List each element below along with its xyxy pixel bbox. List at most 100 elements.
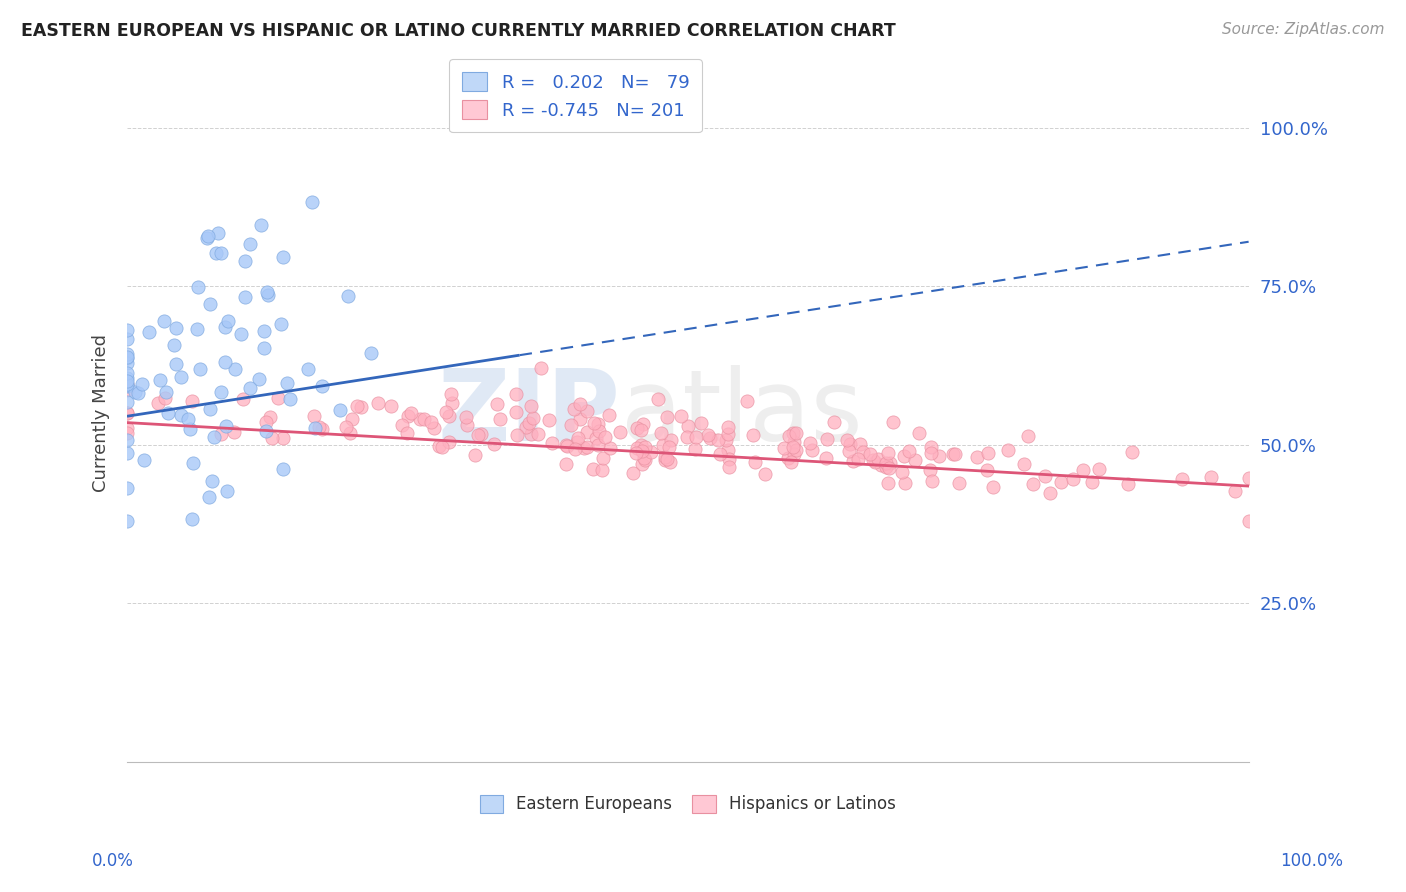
Point xyxy=(470,426,492,441)
Text: EASTERN EUROPEAN VS HISPANIC OR LATINO CURRENTLY MARRIED CORRELATION CHART: EASTERN EUROPEAN VS HISPANIC OR LATINO C… xyxy=(21,22,896,40)
Point xyxy=(434,405,457,419)
Point xyxy=(224,361,246,376)
Point xyxy=(115,332,138,346)
Point xyxy=(149,373,172,387)
Point xyxy=(997,443,1019,458)
Point xyxy=(207,226,229,240)
Point xyxy=(273,462,295,476)
Point xyxy=(876,476,898,491)
Point xyxy=(555,439,578,453)
Point xyxy=(464,449,486,463)
Point xyxy=(198,402,221,417)
Text: atlas: atlas xyxy=(620,365,862,461)
Point xyxy=(127,386,149,401)
Point xyxy=(626,445,648,459)
Point xyxy=(115,350,138,364)
Point xyxy=(467,428,489,442)
Point xyxy=(907,426,929,441)
Point xyxy=(778,451,800,466)
Point xyxy=(278,392,301,407)
Point xyxy=(868,451,890,466)
Point xyxy=(148,395,170,409)
Point xyxy=(537,413,560,427)
Point xyxy=(716,443,738,458)
Point xyxy=(198,490,221,504)
Point xyxy=(437,434,460,449)
Point xyxy=(815,432,838,446)
Point xyxy=(678,419,700,434)
Point xyxy=(877,460,900,475)
Point xyxy=(591,463,613,477)
Point xyxy=(1087,462,1109,476)
Point xyxy=(115,377,138,392)
Point xyxy=(170,369,193,384)
Point xyxy=(576,404,599,418)
Point xyxy=(177,412,200,426)
Point xyxy=(271,431,294,445)
Point xyxy=(742,428,765,442)
Point xyxy=(115,378,138,392)
Point xyxy=(593,430,616,444)
Point xyxy=(170,408,193,422)
Point xyxy=(655,451,678,466)
Point xyxy=(440,396,463,410)
Point xyxy=(131,377,153,392)
Point xyxy=(631,457,654,471)
Point xyxy=(396,409,419,424)
Point xyxy=(165,358,187,372)
Point xyxy=(657,410,679,425)
Point xyxy=(429,439,451,453)
Point xyxy=(396,425,419,440)
Point xyxy=(134,453,156,467)
Point xyxy=(515,419,537,434)
Point xyxy=(630,438,652,452)
Point xyxy=(115,366,138,380)
Point xyxy=(560,418,582,433)
Point xyxy=(270,318,292,332)
Point xyxy=(222,425,245,439)
Point xyxy=(640,444,662,458)
Point xyxy=(138,325,160,339)
Point xyxy=(530,360,553,375)
Point xyxy=(229,326,252,341)
Point xyxy=(598,409,620,423)
Point xyxy=(689,416,711,430)
Point xyxy=(785,442,807,457)
Point xyxy=(163,338,186,352)
Point xyxy=(215,418,238,433)
Point xyxy=(1017,429,1039,443)
Point xyxy=(659,455,682,469)
Point xyxy=(239,237,262,252)
Point xyxy=(658,440,681,454)
Point xyxy=(517,416,540,430)
Point xyxy=(115,351,138,366)
Point xyxy=(308,420,330,434)
Point xyxy=(239,380,262,394)
Point xyxy=(1237,471,1260,485)
Point xyxy=(585,431,607,445)
Point xyxy=(311,379,333,393)
Point xyxy=(257,288,280,302)
Point xyxy=(849,437,872,451)
Point xyxy=(669,409,692,424)
Point xyxy=(437,409,460,423)
Point xyxy=(1237,514,1260,528)
Point xyxy=(779,455,801,469)
Point xyxy=(948,475,970,490)
Point xyxy=(360,346,382,360)
Point xyxy=(198,297,221,311)
Point xyxy=(155,384,177,399)
Point xyxy=(115,378,138,392)
Point xyxy=(838,437,860,451)
Point xyxy=(124,385,146,400)
Point xyxy=(115,406,138,420)
Point xyxy=(254,415,277,429)
Point xyxy=(233,290,256,304)
Point xyxy=(588,417,610,431)
Point xyxy=(859,447,882,461)
Point xyxy=(232,392,254,406)
Point xyxy=(588,424,610,438)
Point xyxy=(568,412,591,426)
Point xyxy=(875,459,897,474)
Point xyxy=(564,442,586,457)
